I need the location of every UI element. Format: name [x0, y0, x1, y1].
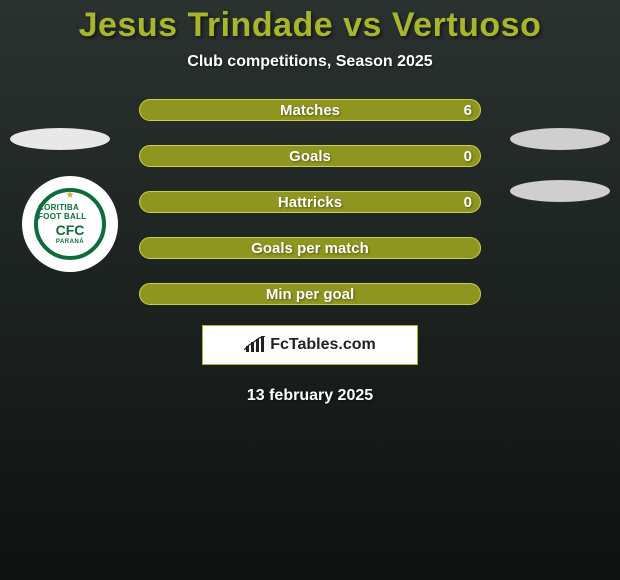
bar-chart-icon: [244, 336, 266, 354]
stat-label: Matches: [280, 102, 340, 119]
stat-right-value: 6: [464, 102, 472, 119]
date-text: 13 february 2025: [247, 387, 373, 405]
stat-row-goals-per-match: Goals per match: [139, 237, 481, 259]
stat-label: Goals: [289, 148, 331, 165]
stat-label: Hattricks: [278, 194, 342, 211]
source-logo[interactable]: FcTables.com: [202, 325, 418, 365]
source-logo-text: FcTables.com: [270, 336, 376, 354]
stat-label: Goals per match: [251, 240, 369, 257]
stats-rows: Matches 6 Goals 0 Hattricks 0 Goals per …: [0, 99, 620, 305]
stat-row-min-per-goal: Min per goal: [139, 283, 481, 305]
stat-row-matches: Matches 6: [139, 99, 481, 121]
stat-right-value: 0: [464, 194, 472, 211]
stat-label: Min per goal: [266, 286, 354, 303]
stat-row-goals: Goals 0: [139, 145, 481, 167]
stat-row-hattricks: Hattricks 0: [139, 191, 481, 213]
stat-right-value: 0: [464, 148, 472, 165]
page-title: Jesus Trindade vs Vertuoso: [79, 6, 542, 45]
page-subtitle: Club competitions, Season 2025: [187, 53, 432, 71]
comparison-card: Jesus Trindade vs Vertuoso Club competit…: [0, 0, 620, 580]
